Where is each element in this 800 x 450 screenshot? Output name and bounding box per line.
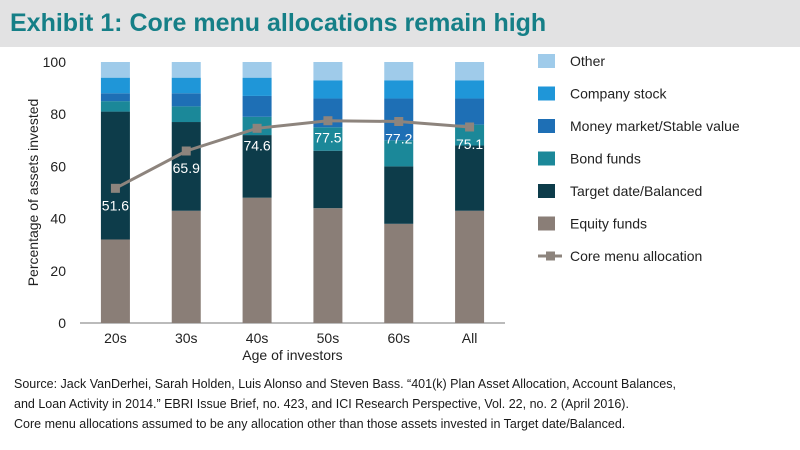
bar-segment-target-date-balanced — [242, 135, 272, 198]
y-tick-label: 80 — [50, 106, 66, 122]
title-bar: Exhibit 1: Core menu allocations remain … — [0, 0, 800, 47]
legend-label-equity-funds: Equity funds — [570, 216, 647, 232]
bar-segment-bond-funds — [455, 124, 485, 146]
legend-label-core-menu-allocation: Core menu allocation — [570, 248, 702, 264]
bar-segment-money-market-stable-value — [171, 93, 201, 107]
bar-segment-equity-funds — [100, 239, 130, 323]
bar-segment-bond-funds — [100, 101, 130, 112]
bar-segment-company-stock — [242, 77, 272, 96]
legend-swatch-other — [538, 54, 555, 68]
legend-label-money-market-stable-value: Money market/Stable value — [570, 118, 740, 134]
x-tick-label: 20s — [104, 330, 127, 346]
core-menu-allocation-marker — [252, 123, 262, 133]
bar-segment-bond-funds — [171, 106, 201, 123]
bar-segment-other — [100, 62, 130, 78]
core-menu-allocation-marker — [323, 116, 333, 126]
core-menu-allocation-data-label: 74.6 — [243, 137, 270, 153]
y-tick-label: 60 — [50, 158, 66, 174]
bar-segment-bond-funds — [313, 127, 343, 151]
bar-segment-target-date-balanced — [455, 145, 485, 211]
x-tick-label: 50s — [317, 330, 340, 346]
bar-segment-company-stock — [171, 77, 201, 94]
bar-segment-target-date-balanced — [313, 150, 343, 209]
bar-segment-other — [455, 62, 485, 81]
assumption-note: Core menu allocations assumed to be any … — [14, 417, 626, 431]
y-tick-label: 20 — [50, 263, 66, 279]
bar-segment-company-stock — [384, 80, 414, 99]
bar-segment-equity-funds — [171, 210, 201, 323]
legend-swatch-money-market-stable-value — [538, 119, 555, 133]
core-menu-allocation-data-label: 51.6 — [102, 197, 129, 213]
core-menu-allocation-marker — [394, 117, 404, 127]
legend-swatch-target-date-balanced — [538, 184, 555, 198]
bar-segment-money-market-stable-value — [455, 98, 485, 125]
source-note-line-2: and Loan Activity in 2014.” EBRI Issue B… — [14, 397, 629, 411]
bar-segment-other — [171, 62, 201, 78]
legend-label-company-stock: Company stock — [570, 86, 667, 102]
x-tick-label: All — [462, 330, 478, 346]
legend-swatch-company-stock — [538, 86, 555, 101]
bar-segment-company-stock — [313, 80, 343, 99]
core-menu-allocation-data-label: 77.2 — [385, 131, 412, 147]
bar-segment-equity-funds — [313, 208, 343, 323]
bar-segment-equity-funds — [242, 197, 272, 323]
legend-label-bond-funds: Bond funds — [570, 151, 641, 167]
bar-segment-other — [242, 62, 272, 78]
bar-segment-money-market-stable-value — [242, 95, 272, 117]
legend-swatch-equity-funds — [538, 216, 555, 231]
bar-segment-company-stock — [100, 77, 130, 94]
legend-label-target-date-balanced: Target date/Balanced — [570, 183, 702, 199]
core-menu-allocation-line — [114, 119, 470, 190]
legend-swatch-bond-funds — [538, 151, 555, 166]
bar-segment-company-stock — [455, 80, 485, 99]
bar-segment-other — [313, 62, 343, 81]
x-tick-label: 60s — [387, 330, 410, 346]
core-menu-allocation-marker — [465, 122, 475, 132]
x-tick-label: 40s — [246, 330, 269, 346]
y-tick-label: 100 — [43, 54, 67, 70]
bar-segment-equity-funds — [455, 210, 485, 323]
bar-segment-equity-funds — [384, 223, 414, 323]
legend-label-other: Other — [570, 53, 605, 69]
core-menu-allocation-marker — [181, 146, 191, 156]
exhibit-title: Exhibit 1: Core menu allocations remain … — [10, 9, 547, 37]
stacked-bar-chart: 0 20 40 60 80 100 Percentage of assets investe… — [25, 53, 740, 363]
core-menu-allocation-data-label: 75.1 — [456, 136, 483, 152]
core-menu-allocation-data-label: 77.5 — [314, 130, 341, 146]
core-menu-allocation-marker — [110, 183, 120, 193]
bar-segment-target-date-balanced — [171, 122, 201, 211]
bar-segment-other — [384, 62, 414, 81]
y-tick-label: 40 — [50, 211, 66, 227]
bar-segment-money-market-stable-value — [100, 93, 130, 102]
bar-segment-target-date-balanced — [100, 111, 130, 240]
source-note-line-1: Source: Jack VanDerhei, Sarah Holden, Lu… — [14, 377, 676, 391]
x-tick-label: 30s — [175, 330, 198, 346]
y-axis-title: Percentage of assets invested — [25, 99, 41, 287]
bar-segment-bond-funds — [384, 140, 414, 167]
x-axis-title: Age of investors — [242, 347, 342, 363]
y-tick-label: 0 — [58, 315, 66, 331]
legend-line-marker — [546, 251, 555, 261]
core-menu-allocation-data-label: 65.9 — [173, 160, 200, 176]
bar-segment-target-date-balanced — [384, 166, 414, 224]
